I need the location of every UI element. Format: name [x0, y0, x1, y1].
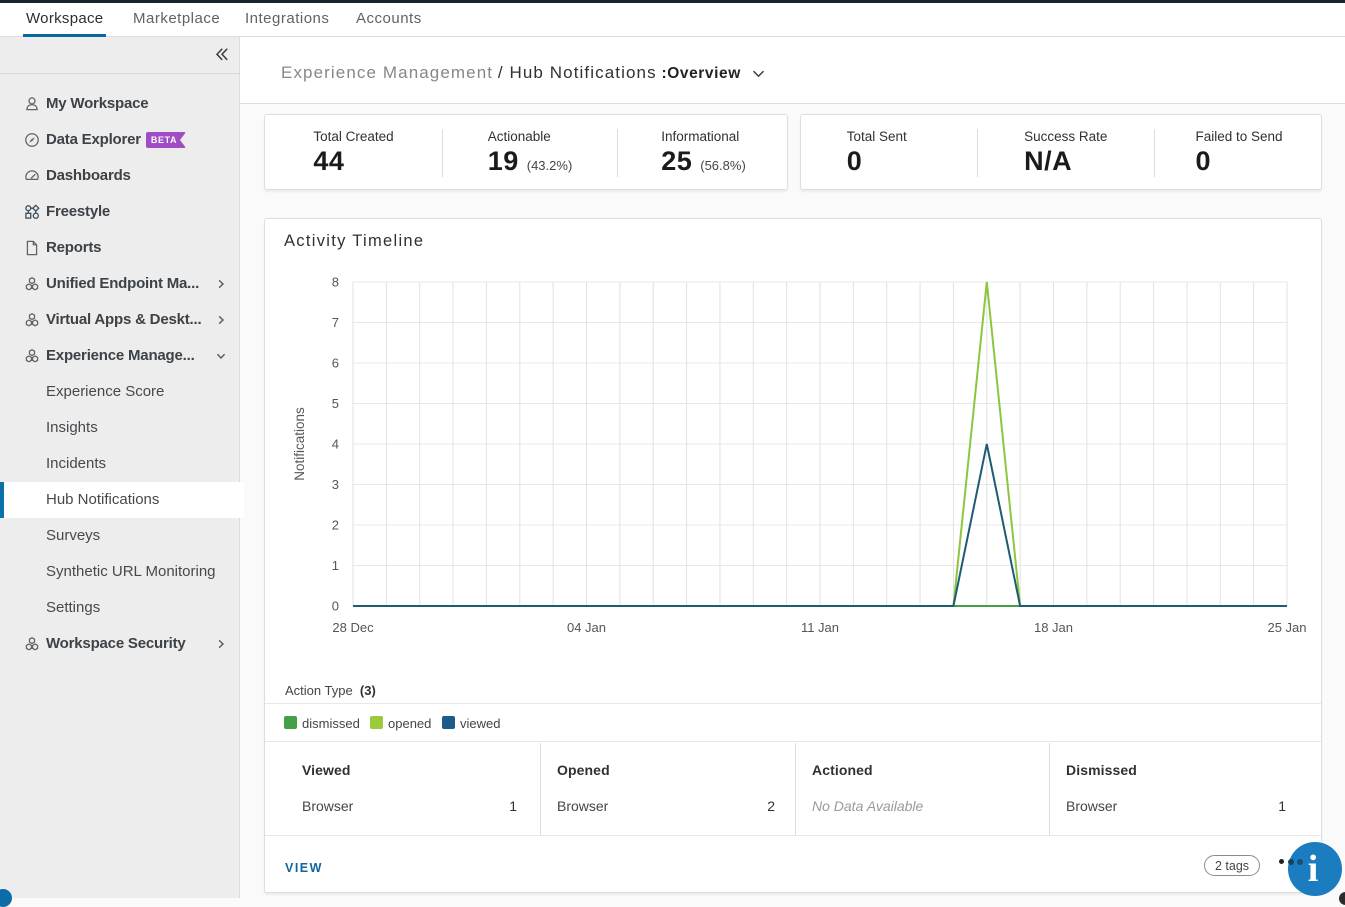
svg-text:4: 4	[332, 437, 339, 452]
svg-text:8: 8	[332, 275, 339, 290]
svg-text:28 Dec: 28 Dec	[332, 620, 374, 635]
svg-text:11 Jan: 11 Jan	[801, 620, 839, 635]
svg-text:5: 5	[332, 396, 339, 411]
svg-text:2: 2	[332, 518, 339, 533]
svg-text:6: 6	[332, 356, 339, 371]
svg-text:04 Jan: 04 Jan	[567, 620, 606, 635]
svg-text:7: 7	[332, 315, 339, 330]
svg-text:18 Jan: 18 Jan	[1034, 620, 1073, 635]
svg-text:0: 0	[332, 599, 339, 614]
svg-text:Notifications: Notifications	[292, 407, 307, 481]
svg-text:3: 3	[332, 477, 339, 492]
svg-text:25 Jan: 25 Jan	[1267, 620, 1306, 635]
svg-text:1: 1	[332, 558, 339, 573]
